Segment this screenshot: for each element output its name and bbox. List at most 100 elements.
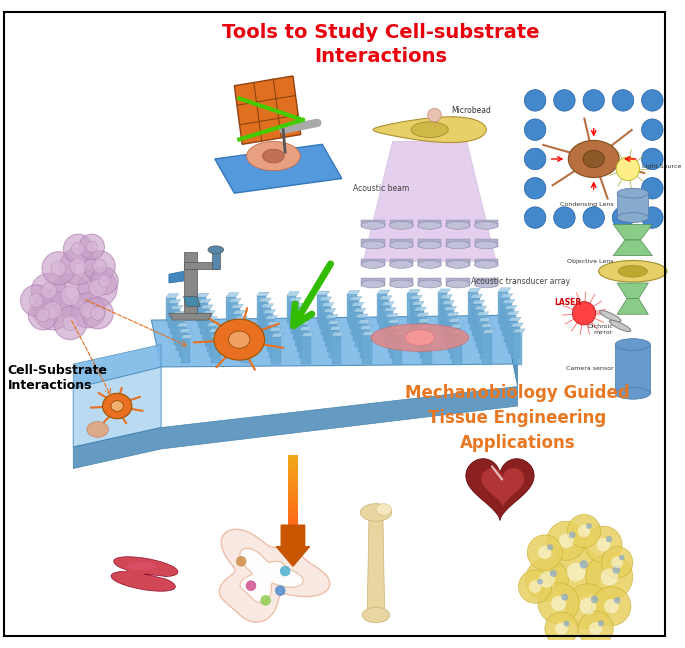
- Polygon shape: [332, 336, 341, 364]
- Circle shape: [642, 207, 663, 228]
- Polygon shape: [360, 326, 373, 330]
- Circle shape: [86, 241, 97, 253]
- Polygon shape: [288, 490, 298, 494]
- Polygon shape: [386, 318, 395, 347]
- Polygon shape: [390, 329, 399, 358]
- Polygon shape: [226, 297, 236, 323]
- Polygon shape: [476, 316, 486, 347]
- Ellipse shape: [361, 241, 385, 249]
- Polygon shape: [502, 303, 512, 336]
- Circle shape: [612, 557, 623, 568]
- FancyArrow shape: [276, 525, 310, 566]
- Polygon shape: [209, 329, 221, 332]
- Circle shape: [519, 570, 551, 603]
- Polygon shape: [358, 320, 371, 324]
- Polygon shape: [231, 305, 243, 308]
- Circle shape: [236, 557, 246, 566]
- Polygon shape: [319, 301, 329, 329]
- Circle shape: [619, 555, 624, 560]
- Circle shape: [598, 621, 603, 626]
- Polygon shape: [321, 307, 331, 334]
- Polygon shape: [504, 309, 514, 341]
- Circle shape: [538, 579, 543, 584]
- Polygon shape: [482, 468, 525, 507]
- Polygon shape: [390, 325, 403, 329]
- Polygon shape: [512, 333, 523, 365]
- Text: Light Source: Light Source: [642, 165, 681, 169]
- Polygon shape: [288, 510, 298, 515]
- Polygon shape: [416, 313, 429, 317]
- Circle shape: [64, 234, 92, 264]
- Ellipse shape: [599, 310, 621, 322]
- Polygon shape: [317, 291, 329, 295]
- Ellipse shape: [569, 141, 619, 178]
- Ellipse shape: [361, 260, 385, 268]
- Polygon shape: [448, 322, 458, 353]
- Polygon shape: [418, 259, 441, 266]
- Polygon shape: [475, 239, 498, 247]
- Polygon shape: [287, 295, 297, 323]
- Circle shape: [261, 596, 271, 605]
- Circle shape: [642, 119, 663, 141]
- Ellipse shape: [446, 280, 470, 288]
- Circle shape: [547, 521, 586, 561]
- Polygon shape: [351, 306, 361, 335]
- Polygon shape: [168, 299, 181, 303]
- Polygon shape: [504, 305, 517, 309]
- Circle shape: [42, 251, 75, 285]
- Polygon shape: [259, 302, 269, 329]
- Text: Microbead: Microbead: [451, 106, 491, 115]
- Polygon shape: [418, 323, 427, 353]
- Polygon shape: [617, 299, 649, 314]
- Polygon shape: [229, 299, 241, 303]
- Text: Objective Lens: Objective Lens: [566, 259, 613, 264]
- Polygon shape: [390, 220, 413, 227]
- Polygon shape: [418, 220, 441, 227]
- Circle shape: [525, 559, 569, 601]
- Polygon shape: [422, 330, 435, 334]
- Polygon shape: [233, 314, 242, 340]
- Polygon shape: [169, 272, 184, 283]
- Polygon shape: [198, 299, 211, 303]
- Polygon shape: [379, 300, 389, 329]
- Polygon shape: [235, 320, 245, 346]
- Circle shape: [91, 268, 118, 295]
- Circle shape: [427, 108, 441, 122]
- Circle shape: [583, 207, 604, 228]
- Text: Tools to Study Cell-substrate: Tools to Study Cell-substrate: [222, 23, 540, 42]
- Polygon shape: [468, 288, 480, 292]
- Circle shape: [560, 534, 573, 548]
- Polygon shape: [414, 311, 423, 341]
- Polygon shape: [271, 333, 284, 337]
- Circle shape: [572, 301, 596, 325]
- Circle shape: [53, 307, 87, 340]
- Polygon shape: [361, 278, 385, 286]
- Polygon shape: [259, 298, 271, 302]
- Polygon shape: [196, 297, 206, 322]
- Polygon shape: [482, 333, 493, 365]
- Polygon shape: [267, 321, 279, 325]
- Circle shape: [90, 307, 105, 320]
- Circle shape: [565, 584, 610, 629]
- Polygon shape: [291, 303, 303, 307]
- Circle shape: [539, 572, 554, 587]
- Polygon shape: [184, 297, 200, 307]
- Polygon shape: [440, 295, 452, 299]
- Polygon shape: [288, 485, 298, 490]
- Circle shape: [547, 544, 553, 550]
- Polygon shape: [201, 309, 210, 334]
- Polygon shape: [349, 296, 362, 300]
- Polygon shape: [452, 334, 462, 365]
- Polygon shape: [321, 303, 334, 307]
- Polygon shape: [288, 475, 298, 480]
- Polygon shape: [329, 330, 339, 358]
- Polygon shape: [482, 329, 495, 333]
- Polygon shape: [323, 308, 336, 312]
- Polygon shape: [508, 315, 518, 386]
- Polygon shape: [480, 323, 493, 327]
- Circle shape: [71, 242, 85, 255]
- Polygon shape: [475, 220, 498, 227]
- Circle shape: [538, 583, 579, 624]
- Polygon shape: [442, 305, 451, 336]
- Circle shape: [612, 89, 634, 111]
